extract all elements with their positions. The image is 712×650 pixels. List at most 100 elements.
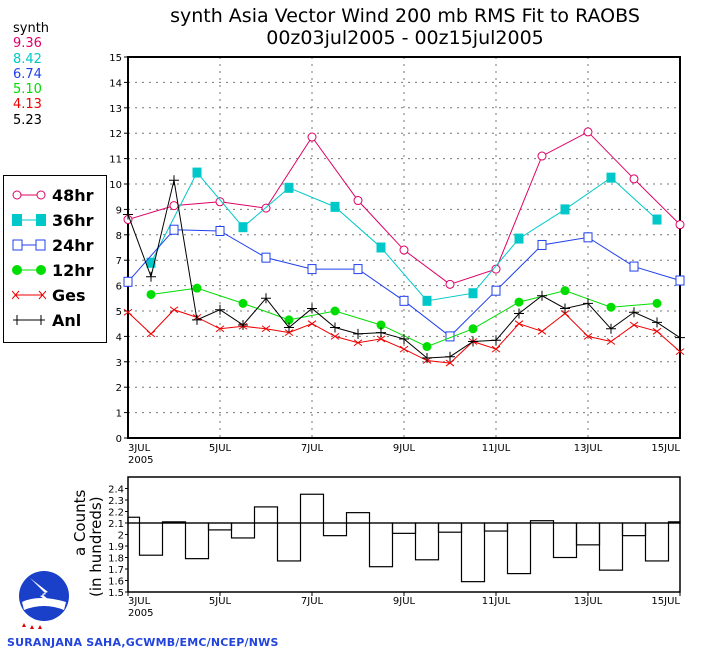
- y-tick-label: 3: [116, 358, 122, 369]
- legend-item-ges: Ges: [12, 285, 86, 305]
- x-tick-label: 13JUL: [574, 443, 603, 454]
- data-point-48hr: [675, 220, 685, 230]
- data-point-ges: [399, 345, 409, 353]
- y-tick-label: 11: [109, 155, 122, 166]
- data-point-24hr: [675, 275, 685, 286]
- count-bar: [506, 522, 532, 575]
- data-point-36hr: [422, 295, 432, 306]
- count-bar: [207, 522, 233, 531]
- x-marker-icon: [12, 290, 46, 300]
- data-point-12hr: [238, 298, 248, 308]
- legend-item-anl: Anl: [12, 310, 81, 330]
- logo-star-row: [22, 623, 42, 629]
- data-point-ges: [675, 348, 685, 356]
- y-tick-label: 1.9: [108, 542, 124, 553]
- data-point-ges: [560, 310, 570, 317]
- count-bar: [138, 522, 164, 556]
- count-bar: [460, 522, 486, 583]
- data-point-12hr: [192, 283, 202, 293]
- data-point-anl: [560, 303, 570, 314]
- data-point-36hr: [146, 257, 156, 268]
- y-tick-label: 2.4: [108, 485, 124, 496]
- y-tick-label: 1: [116, 409, 122, 420]
- data-point-ges: [606, 338, 616, 345]
- data-point-ges: [215, 325, 225, 333]
- x-tick-label: 3JUL: [128, 443, 151, 454]
- data-point-ges: [376, 335, 386, 343]
- data-point-24hr: [583, 232, 593, 243]
- x-tick-label: 9JUL: [393, 596, 416, 607]
- data-point-48hr: [215, 197, 225, 207]
- x-tick-label: 11JUL: [482, 596, 511, 607]
- data-point-12hr: [560, 286, 570, 296]
- data-point-anl: [629, 307, 639, 318]
- count-bar: [276, 522, 302, 562]
- x-tick-label: 15JUL: [651, 443, 680, 454]
- y-tick-label: 2.1: [108, 519, 124, 530]
- stat-36hr: 8.42: [13, 51, 42, 67]
- x-tick-label: 7JUL: [301, 596, 324, 607]
- data-point-anl: [491, 335, 501, 346]
- plot-frame: [127, 476, 681, 593]
- y-tick-label: 1.6: [108, 577, 124, 588]
- data-point-anl: [146, 271, 156, 282]
- series-stats: synth 9.36 8.42 6.74 5.10 4.13 5.23: [13, 21, 49, 128]
- data-point-anl: [215, 304, 225, 315]
- data-point-anl: [652, 317, 662, 328]
- data-point-12hr: [330, 306, 340, 316]
- data-point-36hr: [652, 214, 662, 225]
- data-point-12hr: [146, 289, 156, 299]
- x-tick-label: 7JUL: [301, 443, 324, 454]
- y-tick-label: 13: [109, 104, 122, 115]
- y-tick-label: 15: [109, 53, 122, 64]
- data-point-12hr: [422, 342, 432, 352]
- legend-item-24hr: 24hr: [12, 235, 94, 255]
- legend-label-36hr: 36hr: [52, 210, 94, 230]
- data-point-12hr: [652, 298, 662, 308]
- count-bar: [299, 493, 325, 524]
- data-point-anl: [284, 322, 294, 333]
- x-tick-label: 11JUL: [482, 443, 511, 454]
- y-tick-label: 2.3: [108, 496, 124, 507]
- data-point-24hr: [123, 276, 133, 287]
- data-point-anl: [261, 293, 271, 304]
- data-point-48hr: [399, 245, 409, 255]
- y-tick-label: 5: [116, 307, 122, 318]
- data-point-36hr: [376, 242, 386, 253]
- data-point-ges: [146, 330, 156, 338]
- data-point-48hr: [353, 196, 363, 206]
- y-tick-label: 2: [116, 383, 122, 394]
- open-circle-marker-icon: [12, 190, 46, 200]
- legend-label-24hr: 24hr: [52, 235, 94, 255]
- count-bar: [414, 522, 440, 561]
- data-point-anl: [514, 308, 524, 319]
- x-tick-label: 9JUL: [393, 443, 416, 454]
- filled-circle-marker-icon: [12, 265, 46, 275]
- credit-text: SURANJANA SAHA,GCWMB/EMC/NCEP/NWS: [7, 636, 279, 649]
- data-point-24hr: [537, 239, 547, 250]
- data-point-ges: [652, 327, 662, 335]
- stat-anl: 5.23: [13, 112, 42, 128]
- stat-24hr: 6.74: [13, 66, 42, 82]
- data-point-12hr: [284, 315, 294, 325]
- data-point-anl: [422, 352, 432, 363]
- count-ylabel: a Counts: [71, 489, 89, 556]
- data-point-48hr: [629, 174, 639, 184]
- data-point-24hr: [215, 225, 225, 236]
- data-point-anl: [238, 319, 248, 330]
- count-bar: [127, 516, 141, 524]
- count-bar: [345, 512, 371, 524]
- data-point-anl: [606, 323, 616, 334]
- data-point-ges: [307, 320, 317, 328]
- y-tick-label: 1.5: [108, 588, 124, 599]
- y-tick-label: 2.2: [108, 508, 124, 519]
- count-bar: [621, 522, 647, 537]
- data-point-anl: [445, 351, 455, 362]
- y-tick-label: 14: [109, 78, 122, 89]
- legend-label-anl: Anl: [52, 310, 82, 330]
- y-tick-label: 10: [109, 180, 122, 191]
- data-point-48hr: [169, 201, 179, 211]
- y-tick-label: 1.7: [108, 565, 124, 576]
- data-point-24hr: [491, 285, 501, 296]
